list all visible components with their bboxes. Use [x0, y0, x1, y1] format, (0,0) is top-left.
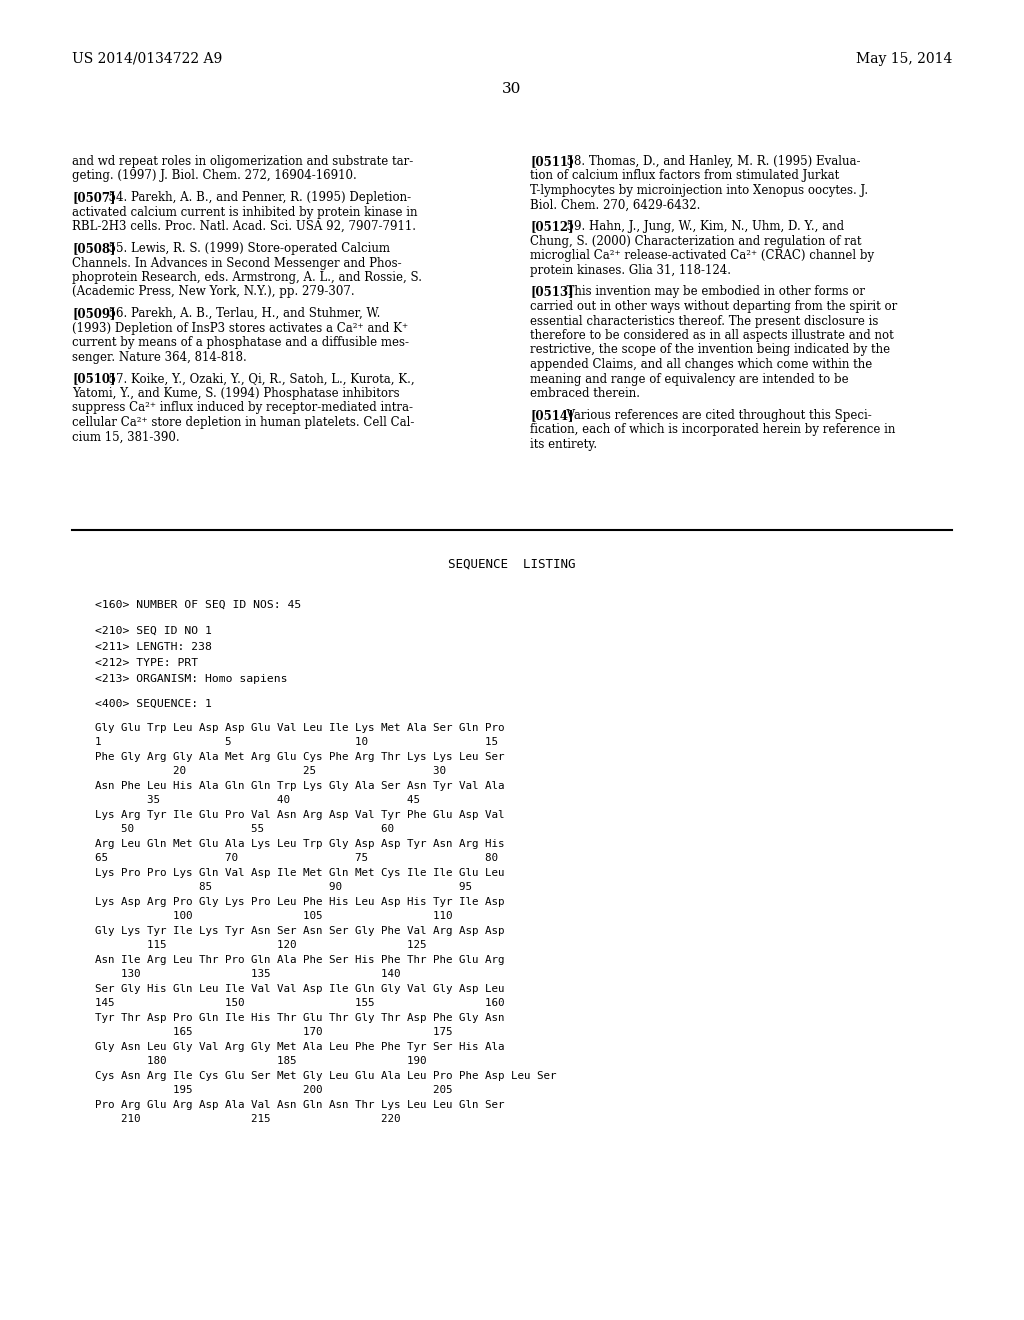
- Text: [0510]: [0510]: [72, 372, 116, 385]
- Text: geting. (1997) J. Biol. Chem. 272, 16904-16910.: geting. (1997) J. Biol. Chem. 272, 16904…: [72, 169, 356, 182]
- Text: Phe Gly Arg Gly Ala Met Arg Glu Cys Phe Arg Thr Lys Lys Leu Ser: Phe Gly Arg Gly Ala Met Arg Glu Cys Phe …: [95, 752, 505, 762]
- Text: [0513]: [0513]: [530, 285, 573, 298]
- Text: Tyr Thr Asp Pro Gln Ile His Thr Glu Thr Gly Thr Asp Phe Gly Asn: Tyr Thr Asp Pro Gln Ile His Thr Glu Thr …: [95, 1014, 505, 1023]
- Text: 65                  70                  75                  80: 65 70 75 80: [95, 853, 498, 863]
- Text: fication, each of which is incorporated herein by reference in: fication, each of which is incorporated …: [530, 424, 895, 436]
- Text: current by means of a phosphatase and a diffusible mes-: current by means of a phosphatase and a …: [72, 337, 409, 350]
- Text: 56. Parekh, A. B., Terlau, H., and Stuhmer, W.: 56. Parekh, A. B., Terlau, H., and Stuhm…: [101, 308, 381, 321]
- Text: 58. Thomas, D., and Hanley, M. R. (1995) Evalua-: 58. Thomas, D., and Hanley, M. R. (1995)…: [559, 154, 860, 168]
- Text: meaning and range of equivalency are intended to be: meaning and range of equivalency are int…: [530, 372, 849, 385]
- Text: Yatomi, Y., and Kume, S. (1994) Phosphatase inhibitors: Yatomi, Y., and Kume, S. (1994) Phosphat…: [72, 387, 399, 400]
- Text: carried out in other ways without departing from the spirit or: carried out in other ways without depart…: [530, 300, 897, 313]
- Text: 35                  40                  45: 35 40 45: [95, 795, 420, 805]
- Text: 30: 30: [503, 82, 521, 96]
- Text: protein kinases. Glia 31, 118-124.: protein kinases. Glia 31, 118-124.: [530, 264, 731, 277]
- Text: Chung, S. (2000) Characterization and regulation of rat: Chung, S. (2000) Characterization and re…: [530, 235, 861, 248]
- Text: [0509]: [0509]: [72, 308, 116, 321]
- Text: 1                   5                   10                  15: 1 5 10 15: [95, 737, 498, 747]
- Text: cium 15, 381-390.: cium 15, 381-390.: [72, 430, 179, 444]
- Text: Asn Ile Arg Leu Thr Pro Gln Ala Phe Ser His Phe Thr Phe Glu Arg: Asn Ile Arg Leu Thr Pro Gln Ala Phe Ser …: [95, 956, 505, 965]
- Text: <210> SEQ ID NO 1: <210> SEQ ID NO 1: [95, 626, 212, 636]
- Text: 55. Lewis, R. S. (1999) Store-operated Calcium: 55. Lewis, R. S. (1999) Store-operated C…: [101, 242, 390, 255]
- Text: <213> ORGANISM: Homo sapiens: <213> ORGANISM: Homo sapiens: [95, 673, 288, 684]
- Text: activated calcium current is inhibited by protein kinase in: activated calcium current is inhibited b…: [72, 206, 418, 219]
- Text: cellular Ca²⁺ store depletion in human platelets. Cell Cal-: cellular Ca²⁺ store depletion in human p…: [72, 416, 415, 429]
- Text: (Academic Press, New York, N.Y.), pp. 279-307.: (Academic Press, New York, N.Y.), pp. 27…: [72, 285, 354, 298]
- Text: microglial Ca²⁺ release-activated Ca²⁺ (CRAC) channel by: microglial Ca²⁺ release-activated Ca²⁺ (…: [530, 249, 874, 263]
- Text: 85                  90                  95: 85 90 95: [95, 882, 472, 892]
- Text: 54. Parekh, A. B., and Penner, R. (1995) Depletion-: 54. Parekh, A. B., and Penner, R. (1995)…: [101, 191, 412, 205]
- Text: Gly Asn Leu Gly Val Arg Gly Met Ala Leu Phe Phe Tyr Ser His Ala: Gly Asn Leu Gly Val Arg Gly Met Ala Leu …: [95, 1043, 505, 1052]
- Text: Lys Pro Pro Lys Gln Val Asp Ile Met Gln Met Cys Ile Ile Glu Leu: Lys Pro Pro Lys Gln Val Asp Ile Met Gln …: [95, 869, 505, 878]
- Text: [0514]: [0514]: [530, 409, 573, 422]
- Text: Cys Asn Arg Ile Cys Glu Ser Met Gly Leu Glu Ala Leu Pro Phe Asp Leu Ser: Cys Asn Arg Ile Cys Glu Ser Met Gly Leu …: [95, 1072, 556, 1081]
- Text: restrictive, the scope of the invention being indicated by the: restrictive, the scope of the invention …: [530, 343, 890, 356]
- Text: May 15, 2014: May 15, 2014: [856, 51, 952, 66]
- Text: <212> TYPE: PRT: <212> TYPE: PRT: [95, 657, 198, 668]
- Text: This invention may be embodied in other forms or: This invention may be embodied in other …: [559, 285, 865, 298]
- Text: Gly Lys Tyr Ile Lys Tyr Asn Ser Asn Ser Gly Phe Val Arg Asp Asp: Gly Lys Tyr Ile Lys Tyr Asn Ser Asn Ser …: [95, 927, 505, 936]
- Text: 57. Koike, Y., Ozaki, Y., Qi, R., Satoh, L., Kurota, K.,: 57. Koike, Y., Ozaki, Y., Qi, R., Satoh,…: [101, 372, 415, 385]
- Text: T-lymphocytes by microinjection into Xenopus oocytes. J.: T-lymphocytes by microinjection into Xen…: [530, 183, 868, 197]
- Text: embraced therein.: embraced therein.: [530, 387, 640, 400]
- Text: (1993) Depletion of InsP3 stores activates a Ca²⁺ and K⁺: (1993) Depletion of InsP3 stores activat…: [72, 322, 409, 335]
- Text: Lys Arg Tyr Ile Glu Pro Val Asn Arg Asp Val Tyr Phe Glu Asp Val: Lys Arg Tyr Ile Glu Pro Val Asn Arg Asp …: [95, 810, 505, 820]
- Text: [0512]: [0512]: [530, 220, 573, 234]
- Text: Channels. In Advances in Second Messenger and Phos-: Channels. In Advances in Second Messenge…: [72, 256, 401, 269]
- Text: [0511]: [0511]: [530, 154, 573, 168]
- Text: 210                 215                 220: 210 215 220: [95, 1114, 400, 1125]
- Text: <400> SEQUENCE: 1: <400> SEQUENCE: 1: [95, 700, 212, 709]
- Text: therefore to be considered as in all aspects illustrate and not: therefore to be considered as in all asp…: [530, 329, 894, 342]
- Text: suppress Ca²⁺ influx induced by receptor-mediated intra-: suppress Ca²⁺ influx induced by receptor…: [72, 401, 413, 414]
- Text: Gly Glu Trp Leu Asp Asp Glu Val Leu Ile Lys Met Ala Ser Gln Pro: Gly Glu Trp Leu Asp Asp Glu Val Leu Ile …: [95, 723, 505, 733]
- Text: 50                  55                  60: 50 55 60: [95, 824, 394, 834]
- Text: senger. Nature 364, 814-818.: senger. Nature 364, 814-818.: [72, 351, 247, 364]
- Text: <160> NUMBER OF SEQ ID NOS: 45: <160> NUMBER OF SEQ ID NOS: 45: [95, 601, 301, 610]
- Text: Ser Gly His Gln Leu Ile Val Val Asp Ile Gln Gly Val Gly Asp Leu: Ser Gly His Gln Leu Ile Val Val Asp Ile …: [95, 985, 505, 994]
- Text: Asn Phe Leu His Ala Gln Gln Trp Lys Gly Ala Ser Asn Tyr Val Ala: Asn Phe Leu His Ala Gln Gln Trp Lys Gly …: [95, 781, 505, 791]
- Text: tion of calcium influx factors from stimulated Jurkat: tion of calcium influx factors from stim…: [530, 169, 840, 182]
- Text: [0507]: [0507]: [72, 191, 116, 205]
- Text: RBL-2H3 cells. Proc. Natl. Acad. Sci. USA 92, 7907-7911.: RBL-2H3 cells. Proc. Natl. Acad. Sci. US…: [72, 220, 416, 234]
- Text: essential characteristics thereof. The present disclosure is: essential characteristics thereof. The p…: [530, 314, 879, 327]
- Text: 165                 170                 175: 165 170 175: [95, 1027, 453, 1038]
- Text: its entirety.: its entirety.: [530, 438, 597, 450]
- Text: appended Claims, and all changes which come within the: appended Claims, and all changes which c…: [530, 358, 872, 371]
- Text: US 2014/0134722 A9: US 2014/0134722 A9: [72, 51, 222, 66]
- Text: <211> LENGTH: 238: <211> LENGTH: 238: [95, 642, 212, 652]
- Text: Pro Arg Glu Arg Asp Ala Val Asn Gln Asn Thr Lys Leu Leu Gln Ser: Pro Arg Glu Arg Asp Ala Val Asn Gln Asn …: [95, 1100, 505, 1110]
- Text: 100                 105                 110: 100 105 110: [95, 911, 453, 921]
- Text: and wd repeat roles in oligomerization and substrate tar-: and wd repeat roles in oligomerization a…: [72, 154, 414, 168]
- Text: 115                 120                 125: 115 120 125: [95, 940, 427, 950]
- Text: 180                 185                 190: 180 185 190: [95, 1056, 427, 1067]
- Text: 145                 150                 155                 160: 145 150 155 160: [95, 998, 505, 1008]
- Text: 130                 135                 140: 130 135 140: [95, 969, 400, 979]
- Text: 20                  25                  30: 20 25 30: [95, 766, 446, 776]
- Text: 195                 200                 205: 195 200 205: [95, 1085, 453, 1096]
- Text: Lys Asp Arg Pro Gly Lys Pro Leu Phe His Leu Asp His Tyr Ile Asp: Lys Asp Arg Pro Gly Lys Pro Leu Phe His …: [95, 898, 505, 907]
- Text: Arg Leu Gln Met Glu Ala Lys Leu Trp Gly Asp Asp Tyr Asn Arg His: Arg Leu Gln Met Glu Ala Lys Leu Trp Gly …: [95, 840, 505, 849]
- Text: Biol. Chem. 270, 6429-6432.: Biol. Chem. 270, 6429-6432.: [530, 198, 700, 211]
- Text: [0508]: [0508]: [72, 242, 116, 255]
- Text: SEQUENCE  LISTING: SEQUENCE LISTING: [449, 558, 575, 572]
- Text: Various references are cited throughout this Speci-: Various references are cited throughout …: [559, 409, 871, 422]
- Text: phoprotein Research, eds. Armstrong, A. L., and Rossie, S.: phoprotein Research, eds. Armstrong, A. …: [72, 271, 422, 284]
- Text: 59. Hahn, J., Jung, W., Kim, N., Uhm, D. Y., and: 59. Hahn, J., Jung, W., Kim, N., Uhm, D.…: [559, 220, 844, 234]
